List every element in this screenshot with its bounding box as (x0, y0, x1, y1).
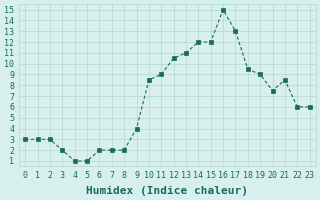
X-axis label: Humidex (Indice chaleur): Humidex (Indice chaleur) (86, 186, 248, 196)
